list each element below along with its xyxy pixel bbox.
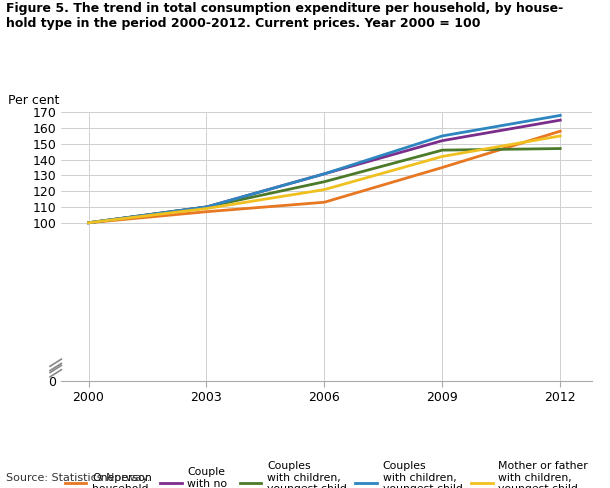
Text: Source: Statistics Norway.: Source: Statistics Norway. xyxy=(6,473,151,483)
Text: hold type in the period 2000-2012. Current prices. Year 2000 = 100: hold type in the period 2000-2012. Curre… xyxy=(6,17,481,30)
Text: Figure 5. The trend in total consumption expenditure per household, by house-: Figure 5. The trend in total consumption… xyxy=(6,2,564,16)
Text: Per cent: Per cent xyxy=(8,94,59,107)
Legend: Oneperson
household, Couple
with no
children, Couples
with children,
youngest ch: Oneperson household, Couple with no chil… xyxy=(65,461,588,488)
